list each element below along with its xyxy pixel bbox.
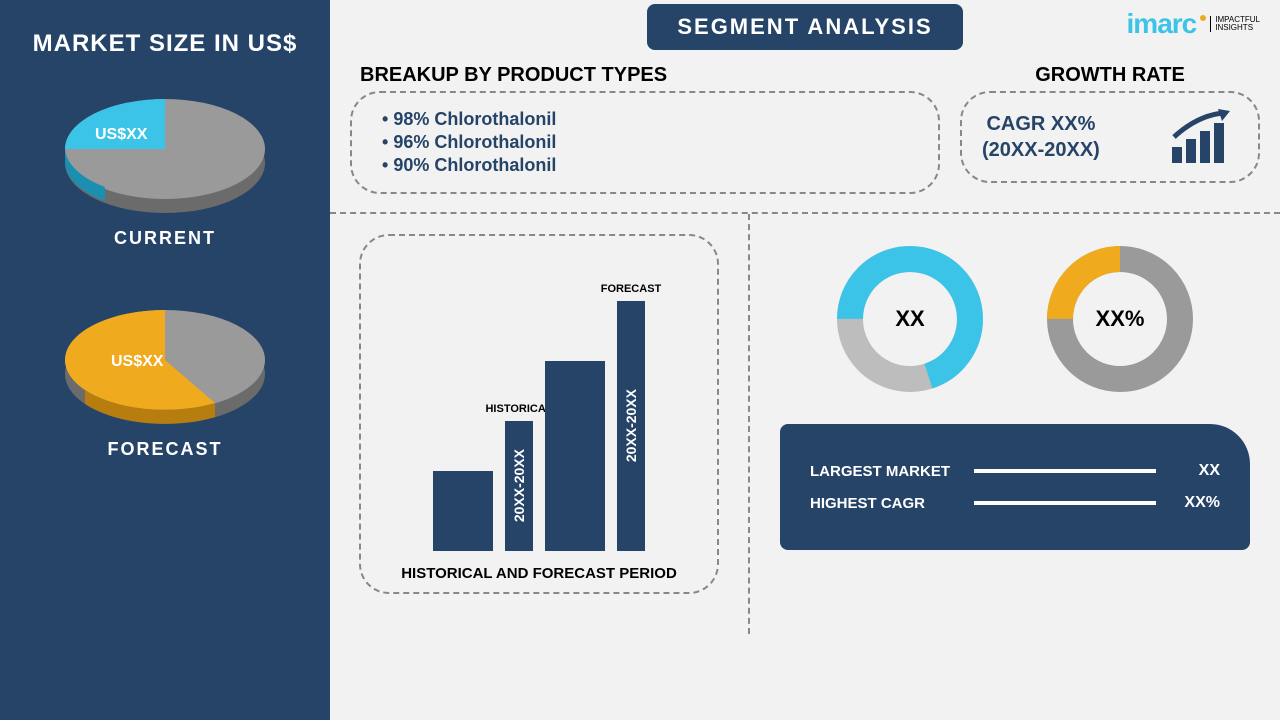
growth-chart-icon bbox=[1168, 107, 1238, 167]
info-value: XX% bbox=[1170, 494, 1220, 512]
donut: XX bbox=[835, 244, 985, 394]
growth-text: CAGR XX% (20XX-20XX) bbox=[982, 111, 1100, 163]
growth-title: GROWTH RATE bbox=[960, 64, 1260, 87]
pie-forecast: US$XX bbox=[45, 299, 285, 439]
segment-title: SEGMENT ANALYSIS bbox=[647, 4, 962, 50]
left-panel: MARKET SIZE IN US$ US$XX CURRENT US$XX F… bbox=[0, 0, 330, 720]
bar-top-label: HISTORICAL bbox=[485, 403, 552, 415]
infographic-root: MARKET SIZE IN US$ US$XX CURRENT US$XX F… bbox=[0, 0, 1280, 720]
info-row-largest: LARGEST MARKET XX bbox=[810, 462, 1220, 480]
breakup-item: 90% Chlorothalonil bbox=[382, 155, 908, 176]
bar bbox=[545, 361, 605, 551]
bar-top-label: FORECAST bbox=[601, 283, 662, 295]
pie-current-value: US$XX bbox=[95, 126, 147, 144]
donuts: XX XX% bbox=[780, 244, 1250, 394]
info-bar bbox=[974, 501, 1156, 505]
metrics-section: XX XX% LARGEST MARKET XX HIGHEST CAGR XX… bbox=[750, 214, 1280, 634]
logo-text: imarc bbox=[1127, 8, 1197, 40]
bottom-row: 20XX-20XXHISTORICAL20XX-20XXFORECAST HIS… bbox=[330, 214, 1280, 634]
right-panel: SEGMENT ANALYSIS imarc IMPACTFUL INSIGHT… bbox=[330, 0, 1280, 720]
bar-vlabel: 20XX-20XX bbox=[511, 449, 527, 522]
historical-section: 20XX-20XXHISTORICAL20XX-20XXFORECAST HIS… bbox=[330, 214, 750, 634]
pie-current: US$XX bbox=[45, 88, 285, 228]
breakup-list: 98% Chlorothalonil 96% Chlorothalonil 90… bbox=[382, 109, 908, 176]
market-size-title: MARKET SIZE IN US$ bbox=[33, 30, 298, 58]
logo-dot-icon bbox=[1200, 15, 1206, 21]
bar bbox=[433, 471, 493, 551]
bar: 20XX-20XXFORECAST bbox=[617, 301, 645, 551]
bar: 20XX-20XXHISTORICAL bbox=[505, 421, 533, 551]
info-value: XX bbox=[1170, 462, 1220, 480]
donut: XX% bbox=[1045, 244, 1195, 394]
breakup-item: 96% Chlorothalonil bbox=[382, 132, 908, 153]
pie-forecast-value: US$XX bbox=[111, 353, 163, 371]
top-row: BREAKUP BY PRODUCT TYPES 98% Chlorothalo… bbox=[330, 54, 1280, 194]
info-label: LARGEST MARKET bbox=[810, 463, 960, 480]
donut-center: XX bbox=[895, 306, 924, 332]
hist-caption: HISTORICAL AND FORECAST PERIOD bbox=[401, 565, 677, 582]
growth-period: (20XX-20XX) bbox=[982, 137, 1100, 163]
breakup-item: 98% Chlorothalonil bbox=[382, 109, 908, 130]
info-card: LARGEST MARKET XX HIGHEST CAGR XX% bbox=[780, 424, 1250, 550]
growth-box: CAGR XX% (20XX-20XX) bbox=[960, 91, 1260, 183]
historical-chart: 20XX-20XXHISTORICAL20XX-20XXFORECAST HIS… bbox=[359, 234, 719, 594]
info-row-cagr: HIGHEST CAGR XX% bbox=[810, 494, 1220, 512]
growth-cagr: CAGR XX% bbox=[982, 111, 1100, 137]
logo: imarc IMPACTFUL INSIGHTS bbox=[1127, 8, 1260, 40]
breakup-title: BREAKUP BY PRODUCT TYPES bbox=[360, 64, 940, 87]
info-label: HIGHEST CAGR bbox=[810, 495, 960, 512]
logo-tagline: IMPACTFUL INSIGHTS bbox=[1210, 16, 1260, 32]
info-bar bbox=[974, 469, 1156, 473]
bars: 20XX-20XXHISTORICAL20XX-20XXFORECAST bbox=[433, 291, 645, 551]
logo-tag2: INSIGHTS bbox=[1215, 24, 1260, 32]
bar-vlabel: 20XX-20XX bbox=[623, 389, 639, 462]
donut-center: XX% bbox=[1096, 306, 1145, 332]
breakup-box: 98% Chlorothalonil 96% Chlorothalonil 90… bbox=[350, 91, 940, 194]
header: SEGMENT ANALYSIS imarc IMPACTFUL INSIGHT… bbox=[330, 0, 1280, 54]
